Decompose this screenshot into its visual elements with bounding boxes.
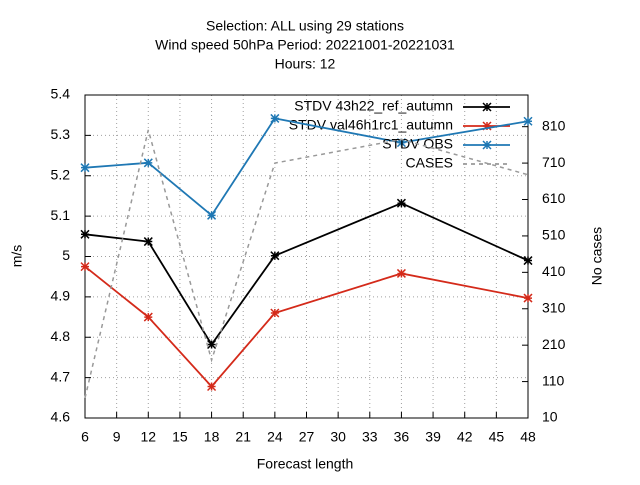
- x-tick-label: 27: [299, 429, 315, 445]
- y2-tick-label: 310: [542, 299, 566, 315]
- y2-tick-label: 810: [542, 117, 566, 133]
- x-tick-label: 48: [520, 429, 536, 445]
- x-axis-label: Forecast length: [257, 456, 354, 472]
- x-tick-label: 21: [235, 429, 251, 445]
- y2-tick-label: 610: [542, 190, 566, 206]
- plot-frame: [84, 94, 529, 419]
- data-point: [396, 198, 406, 208]
- data-point: [523, 116, 533, 126]
- legend-marker: [482, 102, 492, 112]
- legend-label: STDV val46h1rc1_autumn: [289, 117, 453, 133]
- y-tick-label: 4.8: [51, 328, 71, 344]
- x-tick-label: 12: [140, 429, 156, 445]
- data-point: [207, 381, 217, 392]
- y2-tick-label: 710: [542, 154, 566, 170]
- title-line: Wind speed 50hPa Period: 20221001-202210…: [155, 37, 455, 53]
- y2-tick-label: 110: [542, 372, 565, 388]
- y2-tick-label: 510: [542, 227, 566, 243]
- legend-marker: [482, 121, 492, 131]
- x-tick-label: 42: [457, 429, 473, 445]
- data-point: [143, 312, 153, 322]
- x-tick-label: 9: [113, 429, 121, 445]
- data-point: [270, 251, 280, 261]
- y-tick-label: 5.1: [51, 207, 71, 223]
- x-tick-label: 45: [489, 429, 505, 445]
- data-point: [207, 210, 217, 220]
- x-tick-label: 24: [267, 429, 283, 445]
- data-point: [80, 229, 90, 239]
- data-point: [80, 262, 90, 272]
- legend-label: CASES: [406, 155, 453, 171]
- series-line: [84, 117, 529, 217]
- data-point: [143, 158, 153, 168]
- y-tick-label: 4.9: [51, 288, 71, 304]
- y2-axis-label: No cases: [589, 227, 605, 285]
- x-tick-label: 30: [330, 429, 346, 445]
- data-point: [143, 237, 153, 247]
- x-tick-label: 33: [362, 429, 378, 445]
- data-point: [80, 163, 90, 173]
- y2-tick-label: 10: [542, 409, 558, 425]
- y-tick-label: 4.7: [51, 368, 71, 384]
- legend-marker: [482, 140, 492, 150]
- y-tick-label: 5.3: [51, 126, 71, 142]
- series-line: [84, 202, 529, 347]
- y-tick-label: 5.4: [51, 86, 71, 102]
- x-tick-label: 15: [172, 429, 188, 445]
- x-tick-label: 36: [394, 429, 410, 445]
- title-line: Selection: ALL using 29 stations: [206, 18, 404, 34]
- x-tick-label: 18: [204, 429, 220, 445]
- legend-label: STDV 43h22_ref_autumn: [294, 98, 453, 114]
- data-point: [523, 256, 533, 266]
- y-tick-label: 4.6: [51, 409, 71, 425]
- y-axis-label: m/s: [9, 245, 25, 268]
- x-tick-label: 6: [81, 429, 89, 445]
- data-point: [396, 138, 406, 148]
- data-point: [523, 293, 533, 303]
- data-point: [270, 113, 280, 123]
- data-point: [207, 339, 217, 350]
- x-tick-label: 39: [425, 429, 441, 445]
- series-line: [84, 265, 529, 388]
- series-line: [84, 129, 529, 399]
- y2-tick-label: 410: [542, 263, 566, 279]
- title-line: Hours: 12: [275, 56, 336, 72]
- data-point: [270, 308, 280, 318]
- y2-tick-label: 210: [542, 336, 566, 352]
- y-tick-label: 5.2: [51, 166, 71, 182]
- y-tick-label: 5: [62, 247, 70, 263]
- data-point: [396, 268, 406, 278]
